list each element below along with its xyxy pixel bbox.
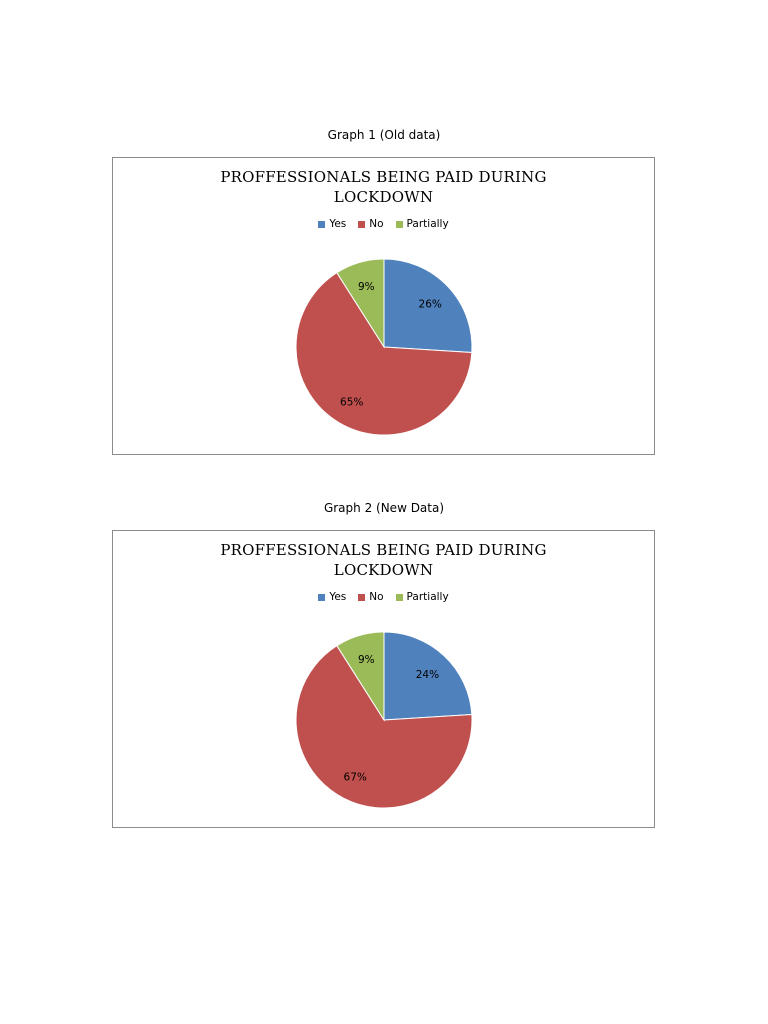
graph-2-caption: Graph 2 (New Data) <box>323 501 445 515</box>
legend-item-yes: Yes <box>318 591 346 603</box>
legend-label-yes: Yes <box>329 218 347 230</box>
legend-label-partially: Partially <box>406 591 449 603</box>
chart-legend: Yes No Partially <box>113 591 654 603</box>
legend-item-partially: Partially <box>395 218 449 230</box>
chart-title: PROFFESSIONALS BEING PAID DURING LOCKDOW… <box>113 540 654 580</box>
graph-2-chart: PROFFESSIONALS BEING PAID DURING LOCKDOW… <box>112 530 655 828</box>
chart-title-line-2: LOCKDOWN <box>333 561 434 579</box>
pie-slice-yes <box>383 631 473 721</box>
legend-item-no: No <box>358 591 384 603</box>
data-label-no: 67% <box>344 772 367 784</box>
data-label-yes: 26% <box>419 299 442 311</box>
graph-1-chart: PROFFESSIONALS BEING PAID DURING LOCKDOW… <box>112 157 655 455</box>
legend-swatch-yes <box>318 220 326 228</box>
legend-label-yes: Yes <box>329 591 347 603</box>
pie-slice-partially <box>336 258 385 349</box>
data-label-yes: 24% <box>416 669 439 681</box>
pie-chart-1: 26% 65% 9% <box>295 258 473 436</box>
legend-swatch-partially <box>395 593 403 601</box>
pie-slice-no <box>295 272 473 436</box>
legend-swatch-partially <box>395 220 403 228</box>
chart-title-line-2: LOCKDOWN <box>333 188 434 206</box>
chart-legend: Yes No Partially <box>113 218 654 230</box>
legend-item-yes: Yes <box>318 218 346 230</box>
chart-title-line-1: PROFFESSIONALS BEING PAID DURING <box>220 168 547 186</box>
data-label-partially: 9% <box>358 654 375 666</box>
legend-swatch-no <box>358 220 366 228</box>
graph-1-caption: Graph 1 (Old data) <box>327 128 441 142</box>
data-label-partially: 9% <box>358 281 375 293</box>
pie-slice-partially <box>336 631 385 722</box>
pie-slice-yes <box>383 258 473 354</box>
legend-swatch-no <box>358 593 366 601</box>
legend-item-no: No <box>358 218 384 230</box>
chart-title-line-1: PROFFESSIONALS BEING PAID DURING <box>220 541 547 559</box>
pie-chart-2: 24% 67% 9% <box>295 631 473 809</box>
chart-title: PROFFESSIONALS BEING PAID DURING LOCKDOW… <box>113 167 654 207</box>
pie-slice-no <box>295 645 473 809</box>
legend-label-partially: Partially <box>406 218 449 230</box>
legend-swatch-yes <box>318 593 326 601</box>
legend-label-no: No <box>369 218 384 230</box>
data-label-no: 65% <box>340 397 363 409</box>
legend-item-partially: Partially <box>395 591 449 603</box>
legend-label-no: No <box>369 591 384 603</box>
